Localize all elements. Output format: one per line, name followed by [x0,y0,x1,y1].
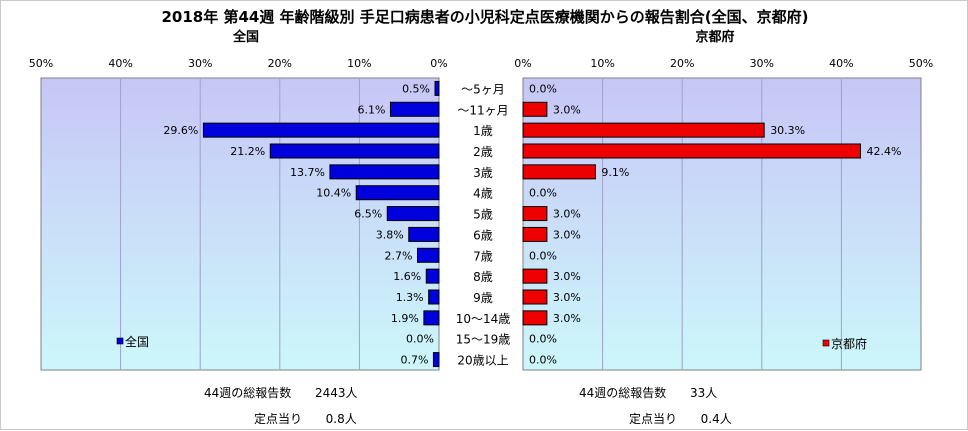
legend-swatch-kyoto [822,339,830,347]
tick-label-kyoto: 50% [909,57,933,70]
value-label-national: 2.7% [385,249,413,262]
tick-label-kyoto: 10% [590,57,614,70]
bar-kyoto [522,226,548,242]
bar-national [389,101,440,117]
value-label-national: 0.5% [402,82,430,95]
value-label-national: 21.2% [230,145,265,158]
bar-kyoto [522,268,548,284]
category-label: 5歳 [473,208,493,222]
panel-title-kyoto: 京都府 [695,29,734,45]
category-label: 9歳 [473,291,493,305]
category-label: 3歳 [473,166,493,180]
footer-kyoto-total: 44週の総報告数 33人 [579,384,717,401]
bar-national [386,206,440,222]
bar-national [355,185,440,201]
footer-national-total: 44週の総報告数 2443人 [204,384,357,401]
kyoto-total-label: 44週の総報告数 [579,386,667,400]
tick-label-national: 30% [188,57,212,70]
category-label: 8歳 [473,270,493,284]
value-label-national: 1.6% [393,270,421,283]
kyoto-per-value: 0.4人 [700,412,732,426]
value-label-national: 1.3% [396,291,424,304]
value-label-kyoto: 0.0% [529,249,557,262]
value-label-national: 6.1% [357,103,385,116]
value-label-kyoto: 0.0% [529,354,557,367]
tick-label-national: 40% [108,57,132,70]
national-per-label: 定点当り [254,412,303,426]
tick-label-kyoto: 20% [670,57,694,70]
value-label-kyoto: 0.0% [529,333,557,346]
kyoto-total-value: 33人 [689,386,718,400]
tick-label-national: 20% [268,57,292,70]
tick-label-national: 50% [29,57,53,70]
value-label-kyoto: 3.0% [553,291,581,304]
value-label-national: 29.6% [163,124,198,137]
bar-kyoto [522,289,548,305]
footer-national-per: 定点当り 0.8人 [254,410,357,427]
category-label: 2歳 [473,145,493,159]
value-label-national: 0.0% [406,333,434,346]
value-label-kyoto: 3.0% [553,208,581,221]
legend-label-kyoto: 京都府 [831,336,867,351]
category-label: 15～19歳 [456,333,511,347]
legend-label-national: 全国 [125,334,149,349]
category-label: 1歳 [473,124,493,138]
value-label-kyoto: 3.0% [553,103,581,116]
value-label-kyoto: 3.0% [553,228,581,241]
plot-area-kyoto [522,77,922,371]
bar-national [269,143,440,159]
bar-national [428,289,440,305]
tick-label-kyoto: 30% [750,57,774,70]
tick-label-national: 0% [430,57,447,70]
value-label-national: 13.7% [290,166,325,179]
category-label: 10～14歳 [456,312,511,326]
category-label: 6歳 [473,228,493,242]
category-label: ～5ヶ月 [461,82,505,96]
bar-kyoto [522,310,548,326]
value-label-kyoto: 9.1% [601,166,629,179]
footer-kyoto-per: 定点当り 0.4人 [629,410,732,427]
legend-swatch-national [116,337,124,345]
panel-title-national: 全国 [232,29,259,45]
tick-label-kyoto: 0% [514,57,531,70]
category-label: 4歳 [473,187,493,201]
value-label-kyoto: 0.0% [529,187,557,200]
kyoto-per-label: 定点当り [629,412,678,426]
value-label-national: 10.4% [316,187,351,200]
value-label-kyoto: 30.3% [770,124,805,137]
tick-label-national: 10% [347,57,371,70]
national-total-label: 44週の総報告数 [204,386,292,400]
bar-kyoto [522,101,548,117]
bar-national [423,310,440,326]
tick-label-kyoto: 40% [829,57,853,70]
value-label-kyoto: 42.4% [867,145,902,158]
chart-title: 2018年 第44週 年齢階級別 手足口病患者の小児科定点医療機関からの報告割合… [161,8,808,26]
bar-kyoto [522,122,765,138]
bar-national [434,80,440,96]
bar-national [417,247,440,263]
national-total-value: 2443人 [314,386,358,400]
category-label: ～11ヶ月 [457,103,508,117]
value-label-kyoto: 3.0% [553,312,581,325]
value-label-national: 3.8% [376,228,404,241]
value-label-national: 1.9% [391,312,419,325]
bar-national [425,268,440,284]
bar-kyoto [522,143,862,159]
bar-national [408,226,440,242]
bar-national [202,122,440,138]
value-label-national: 6.5% [354,208,382,221]
bar-national [329,164,440,180]
bar-national [432,352,440,368]
bar-kyoto [522,206,548,222]
bar-kyoto [522,164,596,180]
category-label: 7歳 [473,249,493,263]
value-label-kyoto: 0.0% [529,82,557,95]
category-label: 20歳以上 [457,354,508,368]
plot-area-national [40,77,440,371]
value-label-kyoto: 3.0% [553,270,581,283]
value-label-national: 0.7% [400,354,428,367]
national-per-value: 0.8人 [325,412,357,426]
